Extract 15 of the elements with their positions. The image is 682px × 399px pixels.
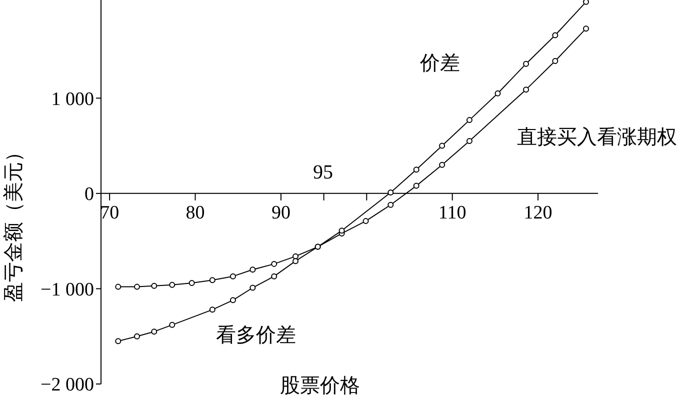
y-tick-label: 0 xyxy=(84,184,94,206)
y-axis-title: 盈亏金额（美元） xyxy=(2,142,26,302)
x-tick-label: 80 xyxy=(186,202,205,224)
x-tick-label: 110 xyxy=(438,202,466,224)
annotation: 直接买入看涨期权 xyxy=(517,126,677,150)
x-tick-label: 90 xyxy=(271,202,290,224)
annotation: 看多价差 xyxy=(216,324,296,348)
x-tick-label: 120 xyxy=(524,202,552,224)
x-tick-label: 70 xyxy=(100,202,120,224)
annotation: 价差 xyxy=(420,52,460,76)
y-tick-label: −2 000 xyxy=(40,374,94,396)
annotation: 95 xyxy=(313,162,333,184)
x-axis-title: 股票价格 xyxy=(280,374,360,399)
y-tick-label: −1 000 xyxy=(40,279,94,300)
y-tick-label: 1 000 xyxy=(51,88,94,110)
